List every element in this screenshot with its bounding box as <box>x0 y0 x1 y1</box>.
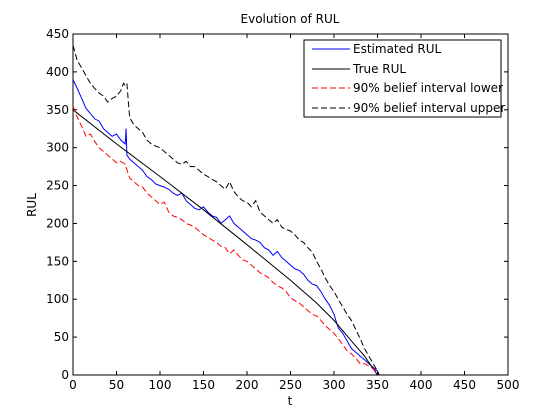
series-estimated-rul <box>72 79 380 376</box>
x-tick-label: 100 <box>149 378 172 392</box>
legend: Estimated RUL True RUL 90% belief interv… <box>303 39 505 118</box>
series-layer <box>72 45 380 376</box>
y-tick-label: 200 <box>46 216 69 230</box>
series-belief-lower <box>72 105 380 376</box>
x-tick-label: 400 <box>410 378 433 392</box>
legend-label-upper: 90% belief interval upper <box>353 101 505 115</box>
y-tick-label: 0 <box>61 368 69 382</box>
y-tick-label: 100 <box>46 292 69 306</box>
y-tick-label: 250 <box>46 179 69 193</box>
x-tick-label: 200 <box>236 378 259 392</box>
y-tick-label: 350 <box>46 103 69 117</box>
chart-title: Evolution of RUL <box>241 12 340 26</box>
legend-label-lower: 90% belief interval lower <box>353 81 503 95</box>
y-tick-label: 450 <box>46 27 69 41</box>
x-tick-label: 150 <box>192 378 215 392</box>
y-tick-label: 400 <box>46 65 69 79</box>
legend-label-true: True RUL <box>352 62 406 76</box>
x-tick-label: 500 <box>497 378 520 392</box>
y-tick-label: 50 <box>54 330 69 344</box>
y-tick-label: 300 <box>46 141 69 155</box>
x-tick-label: 0 <box>69 378 77 392</box>
x-tick-label: 50 <box>109 378 124 392</box>
series-belief-upper <box>72 45 380 376</box>
legend-label-estimated: Estimated RUL <box>353 42 442 56</box>
x-tick-label: 300 <box>323 378 346 392</box>
x-tick-label: 350 <box>366 378 389 392</box>
x-tick-label: 250 <box>279 378 302 392</box>
x-axis-label: t <box>288 394 293 408</box>
y-tick-label: 150 <box>46 254 69 268</box>
x-tick-label: 450 <box>453 378 476 392</box>
legend-box <box>303 39 502 118</box>
axis-ticks: 0 50 100 150 200 250 300 350 400 450 500 0 50 100 150 2… <box>46 27 519 392</box>
series-true-rul <box>72 109 378 376</box>
y-axis-label: RUL <box>25 193 39 217</box>
